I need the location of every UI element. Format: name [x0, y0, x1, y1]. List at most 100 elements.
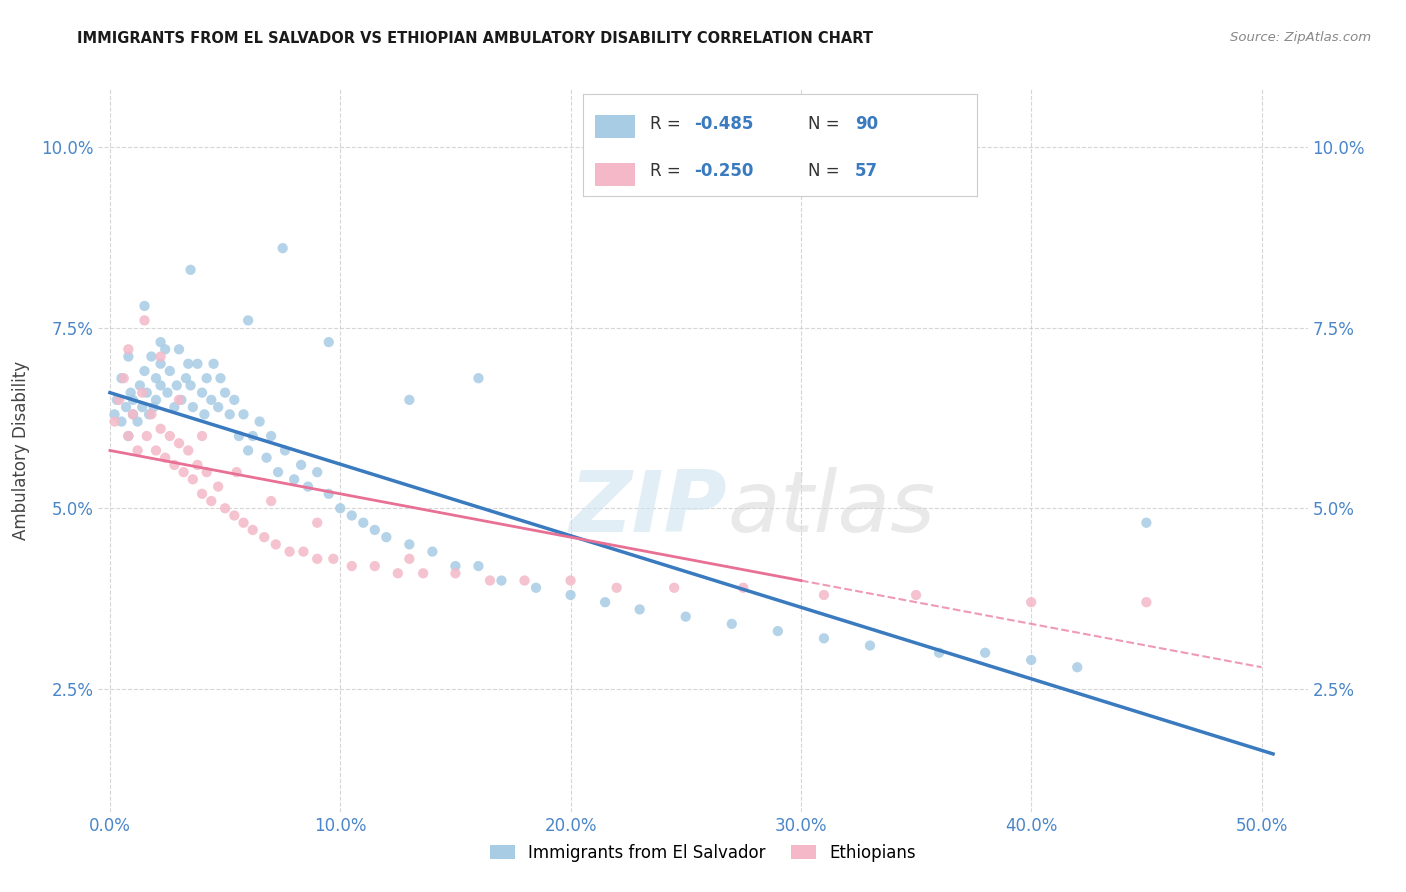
Point	[110, 371, 132, 385]
Point	[156, 385, 179, 400]
Point	[290, 458, 312, 472]
Point	[191, 487, 214, 501]
Point	[103, 407, 125, 422]
Point	[1019, 595, 1042, 609]
Y-axis label: Ambulatory Disability: Ambulatory Disability	[11, 361, 30, 540]
Point	[122, 407, 145, 422]
Point	[524, 581, 547, 595]
Text: -0.485: -0.485	[693, 115, 754, 134]
Point	[117, 429, 139, 443]
Point	[225, 465, 247, 479]
Point	[209, 371, 232, 385]
Point	[928, 646, 950, 660]
Point	[720, 616, 742, 631]
Point	[195, 371, 218, 385]
Point	[675, 609, 697, 624]
Point	[122, 407, 145, 422]
Point	[1019, 653, 1042, 667]
Point	[135, 385, 157, 400]
Point	[180, 262, 202, 277]
Point	[375, 530, 398, 544]
Point	[195, 465, 218, 479]
Point	[145, 443, 167, 458]
Point	[297, 480, 319, 494]
Point	[232, 407, 254, 422]
Point	[444, 566, 467, 581]
Point	[127, 443, 149, 458]
Point	[167, 392, 190, 407]
Point	[859, 639, 882, 653]
Point	[264, 537, 287, 551]
Point	[145, 371, 167, 385]
Point	[560, 588, 582, 602]
Point	[236, 313, 259, 327]
Point	[174, 371, 197, 385]
Point	[181, 400, 204, 414]
Point	[813, 632, 835, 646]
Point	[193, 407, 215, 422]
Point	[131, 385, 153, 400]
Point	[278, 544, 301, 558]
Point	[117, 429, 139, 443]
Point	[186, 458, 208, 472]
Point	[628, 602, 651, 616]
Point	[159, 364, 181, 378]
Text: atlas: atlas	[727, 467, 935, 549]
Point	[412, 566, 434, 581]
Point	[974, 646, 997, 660]
Point	[207, 480, 229, 494]
Point	[186, 357, 208, 371]
Point	[1135, 516, 1157, 530]
Point	[138, 407, 160, 422]
Point	[224, 392, 246, 407]
Point	[733, 581, 755, 595]
Point	[110, 415, 132, 429]
Point	[103, 415, 125, 429]
Point	[134, 299, 156, 313]
Point	[141, 350, 163, 364]
Point	[340, 508, 363, 523]
Point	[478, 574, 501, 588]
Point	[664, 581, 686, 595]
Point	[606, 581, 628, 595]
Point	[398, 551, 420, 566]
Point	[352, 516, 374, 530]
Point	[256, 450, 278, 465]
Point	[112, 371, 135, 385]
Point	[135, 429, 157, 443]
Point	[318, 487, 340, 501]
Point	[149, 334, 172, 349]
Point	[387, 566, 409, 581]
Point	[142, 400, 165, 414]
Text: ZIP: ZIP	[569, 467, 727, 549]
Point	[131, 400, 153, 414]
Point	[200, 494, 222, 508]
Point	[200, 392, 222, 407]
Point	[274, 443, 297, 458]
Point	[905, 588, 928, 602]
Text: R =: R =	[651, 161, 686, 179]
Point	[177, 443, 200, 458]
Point	[218, 407, 240, 422]
Point	[260, 429, 283, 443]
Point	[364, 559, 387, 574]
Point	[271, 241, 294, 255]
Text: -0.250: -0.250	[693, 161, 754, 179]
Point	[1066, 660, 1088, 674]
FancyBboxPatch shape	[595, 115, 634, 137]
Point	[513, 574, 536, 588]
Point	[122, 392, 145, 407]
Point	[593, 595, 616, 609]
Point	[120, 385, 142, 400]
Text: 90: 90	[855, 115, 879, 134]
Point	[149, 357, 172, 371]
Point	[467, 559, 489, 574]
Point	[166, 378, 188, 392]
Point	[260, 494, 283, 508]
Point	[117, 350, 139, 364]
Point	[134, 364, 156, 378]
Point	[117, 343, 139, 357]
FancyBboxPatch shape	[595, 163, 634, 186]
Text: 57: 57	[855, 161, 879, 179]
Point	[813, 588, 835, 602]
